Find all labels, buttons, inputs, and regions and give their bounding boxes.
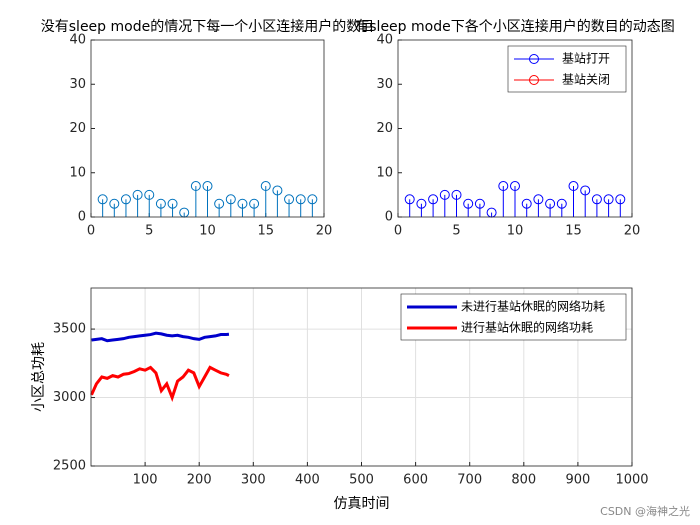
stem-marker: [295, 194, 306, 205]
stem-marker: [120, 194, 131, 205]
legend-marker: [529, 54, 539, 64]
x-tick-label: 100: [133, 473, 158, 488]
stem-marker: [272, 185, 283, 196]
stem-marker: [284, 194, 295, 205]
x-tick-label: 20: [624, 224, 641, 239]
stem-marker: [591, 194, 602, 205]
stem-marker: [214, 198, 225, 209]
stem-marker: [580, 185, 591, 196]
stem-marker: [545, 198, 556, 209]
x-tick-label: 20: [316, 224, 333, 239]
x-tick-label: 200: [187, 473, 212, 488]
stem-marker: [498, 181, 509, 192]
axes-box: [397, 39, 633, 218]
x-tick-label: 700: [457, 473, 482, 488]
stem-marker: [510, 181, 520, 192]
x-tick-label: 0: [87, 224, 95, 239]
y-tick-label: 30: [69, 77, 86, 92]
y-tick-label: 40: [69, 33, 86, 48]
stem-marker: [155, 198, 166, 209]
legend-box: [400, 293, 627, 341]
x-tick-label: 15: [257, 224, 274, 239]
stem-marker: [615, 194, 626, 205]
y-tick-label: 30: [376, 77, 393, 92]
legend-label: 进行基站休眠的网络功耗: [461, 320, 593, 335]
x-tick-label: 900: [565, 473, 590, 488]
y-tick-label: 0: [385, 210, 393, 225]
stem-marker: [474, 198, 485, 209]
line: [90, 365, 230, 402]
line: [91, 331, 230, 343]
x-tick-label: 1000: [615, 473, 648, 488]
stem-marker: [132, 189, 143, 200]
chart-title: 没有sleep mode的情况下每一个小区连接用户的数目: [41, 18, 374, 35]
stem-marker: [404, 194, 415, 205]
stem-marker: [260, 181, 271, 192]
y-tick-label: 10: [376, 165, 393, 180]
x-tick-label: 400: [295, 473, 320, 488]
stem-marker: [307, 194, 318, 205]
y-tick-label: 20: [376, 121, 393, 136]
x-tick-label: 5: [145, 224, 153, 239]
stem-marker: [167, 198, 178, 209]
x-tick-label: 0: [394, 224, 402, 239]
x-tick-label: 800: [511, 473, 536, 488]
legend-label: 未进行基站休眠的网络功耗: [461, 299, 605, 314]
stem-marker: [428, 194, 439, 205]
axes-box: [90, 39, 325, 218]
y-tick-label: 10: [69, 165, 86, 180]
y-tick-label: 0: [78, 210, 86, 225]
y-axis-label: 小区总功耗: [31, 342, 47, 412]
stem-marker: [603, 194, 614, 205]
stem-marker: [97, 194, 108, 205]
y-tick-label: 20: [69, 121, 86, 136]
stem-marker: [190, 181, 201, 192]
legend-label: 基站打开: [562, 52, 610, 66]
stem-marker: [451, 189, 462, 200]
legend-box: [507, 45, 627, 93]
stem-marker: [225, 194, 236, 205]
axes-box: [90, 287, 633, 467]
stem-marker: [568, 181, 579, 192]
stem-marker: [521, 198, 532, 209]
x-tick-label: 300: [241, 473, 266, 488]
stem-marker: [463, 198, 474, 209]
stem-marker: [144, 189, 155, 200]
x-tick-label: 500: [349, 473, 374, 488]
x-tick-label: 10: [507, 224, 524, 239]
stem-marker: [237, 198, 248, 209]
stem-marker: [533, 194, 544, 205]
x-tick-label: 15: [565, 224, 582, 239]
x-tick-label: 5: [452, 224, 460, 239]
y-tick-label: 3000: [53, 390, 86, 405]
chart-title: 有sleep mode下各个小区连接用户的数目的动态图: [355, 18, 674, 35]
y-tick-label: 2500: [53, 459, 86, 474]
watermark: CSDN @海神之光: [600, 504, 690, 518]
stem-marker: [416, 198, 427, 209]
legend-label: 基站关闭: [562, 73, 610, 87]
stem-marker: [109, 198, 120, 209]
stem-marker: [202, 181, 213, 192]
stem-marker: [556, 198, 567, 209]
y-tick-label: 3500: [53, 322, 86, 337]
y-tick-label: 40: [376, 33, 393, 48]
legend-marker: [529, 75, 539, 85]
x-tick-label: 600: [403, 473, 428, 488]
x-axis-label: 仿真时间: [334, 496, 390, 512]
stem-marker: [249, 198, 260, 209]
x-tick-label: 10: [199, 224, 216, 239]
stem-marker: [439, 189, 450, 200]
